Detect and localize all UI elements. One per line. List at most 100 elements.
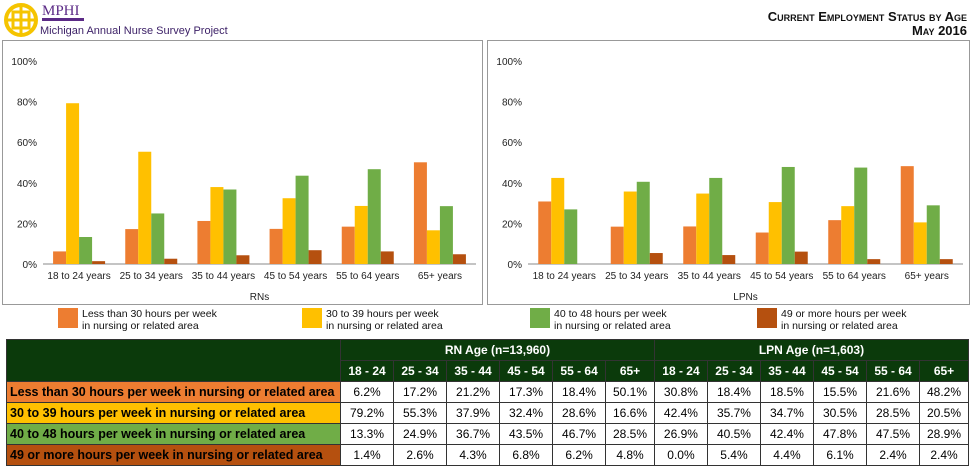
bar xyxy=(151,213,165,264)
table-row: 49 or more hours per week in nursing or … xyxy=(6,444,969,466)
table-cell: 6.2% xyxy=(552,444,607,466)
rn-group-header: RN Age (n=13,960) xyxy=(340,339,655,361)
legend-label: 49 or more hours per week xyxy=(781,308,907,320)
age-header: 25 - 34 xyxy=(393,360,448,382)
table-cell: 5.4% xyxy=(706,444,761,466)
age-header: 55 - 64 xyxy=(552,360,607,382)
table-cell: 36.7% xyxy=(446,423,501,445)
age-header: 65+ xyxy=(919,360,969,382)
page-title: Current Employment Status by Age May 201… xyxy=(768,10,967,38)
rn-chart: 0% 20% 40% 60% 80% 100% 18 to 24 years 25 to 34… xyxy=(11,57,476,303)
table-cell: 2.4% xyxy=(865,444,921,466)
legend-label: 40 to 48 hours per week xyxy=(554,308,667,320)
legend-label: 30 to 39 hours per week xyxy=(326,308,439,320)
legend-item-30-to-39: 30 to 39 hours per week in nursing or rel… xyxy=(302,308,443,332)
age-header: 45 - 54 xyxy=(812,360,868,382)
bar xyxy=(223,189,237,264)
rn-chart-panel: 0% 20% 40% 60% 80% 100% 18 to 24 years 25 to 34… xyxy=(2,40,483,305)
table-cell: 17.3% xyxy=(499,381,554,403)
bar xyxy=(341,226,355,264)
legend-label: in nursing or related area xyxy=(82,320,199,332)
table-cell: 6.1% xyxy=(812,444,868,466)
title-line-1: Current Employment Status by Age xyxy=(767,9,967,24)
bar xyxy=(138,151,152,264)
y-tick-label: 80% xyxy=(17,98,37,109)
table-cell: 17.2% xyxy=(393,381,448,403)
bar xyxy=(755,232,769,264)
y-tick-label: 20% xyxy=(502,219,522,230)
age-header: 18 - 24 xyxy=(653,360,708,382)
table-cell: 32.4% xyxy=(499,402,554,424)
legend-swatch xyxy=(58,308,78,328)
table-cell: 18.4% xyxy=(706,381,761,403)
table-cell: 43.5% xyxy=(499,423,554,445)
legend-label: in nursing or related area xyxy=(326,320,443,332)
table-row: Less than 30 hours per week in nursing o… xyxy=(6,381,969,403)
y-tick-label: 40% xyxy=(502,179,522,190)
table-cell: 28.5% xyxy=(865,402,921,424)
table-cell: 4.3% xyxy=(446,444,501,466)
table-cell: 37.9% xyxy=(446,402,501,424)
table-cell: 2.6% xyxy=(393,444,448,466)
bar xyxy=(308,250,322,264)
bar xyxy=(380,251,394,264)
table-cell: 42.4% xyxy=(759,423,814,445)
row-label: 30 to 39 hours per week in nursing or re… xyxy=(6,402,341,424)
bar xyxy=(79,237,93,264)
bar xyxy=(696,193,710,264)
bar xyxy=(269,228,283,264)
bar xyxy=(913,222,927,264)
table-cell: 35.7% xyxy=(706,402,761,424)
table-cell: 40.5% xyxy=(706,423,761,445)
table-cell: 13.3% xyxy=(339,423,395,445)
bar xyxy=(439,206,453,264)
bar xyxy=(722,255,736,264)
x-tick-label: 55 to 64 years xyxy=(336,271,399,282)
age-header: 18 - 24 xyxy=(339,360,395,382)
table-cell: 6.8% xyxy=(499,444,554,466)
bar xyxy=(210,187,224,264)
bar xyxy=(794,251,808,264)
legend-label: in nursing or related area xyxy=(781,320,898,332)
x-tick-label: 45 to 54 years xyxy=(264,271,327,282)
table-cell: 16.6% xyxy=(605,402,655,424)
row-label: 49 or more hours per week in nursing or … xyxy=(6,444,341,466)
legend-item-40-to-48: 40 to 48 hours per week in nursing or rel… xyxy=(530,308,671,332)
x-axis-label: RNs xyxy=(250,292,269,303)
x-tick-label: 18 to 24 years xyxy=(533,271,596,282)
table-cell: 4.8% xyxy=(605,444,655,466)
x-tick-label: 65+ years xyxy=(905,271,949,282)
y-tick-label: 100% xyxy=(496,57,522,68)
table-cell: 28.9% xyxy=(919,423,969,445)
table-cell: 2.4% xyxy=(919,444,969,466)
table-cell: 42.4% xyxy=(653,402,708,424)
bar xyxy=(295,175,309,264)
bar xyxy=(164,258,178,264)
bar xyxy=(854,167,868,264)
x-tick-label: 65+ years xyxy=(418,271,462,282)
legend-label: in nursing or related area xyxy=(554,320,671,332)
table-cell: 28.5% xyxy=(605,423,655,445)
table-cell: 1.4% xyxy=(339,444,395,466)
table-cell: 30.5% xyxy=(812,402,868,424)
bar xyxy=(551,177,565,264)
table-corner xyxy=(6,339,341,382)
mphi-logo xyxy=(4,3,38,37)
table-cell: 20.5% xyxy=(919,402,969,424)
lpn-chart-panel: 0% 20% 40% 60% 80% 100% 18 to 24 years 25 to 34… xyxy=(487,40,970,305)
bar xyxy=(413,162,427,264)
table-cell: 34.7% xyxy=(759,402,814,424)
bar xyxy=(841,206,855,264)
bar xyxy=(939,259,953,264)
age-header: 35 - 44 xyxy=(446,360,501,382)
bar xyxy=(781,166,795,264)
bar xyxy=(683,226,697,264)
table-cell: 21.2% xyxy=(446,381,501,403)
bar xyxy=(452,254,466,264)
table-cell: 55.3% xyxy=(393,402,448,424)
bar xyxy=(125,229,139,264)
table-row: 30 to 39 hours per week in nursing or re… xyxy=(6,402,969,424)
age-header: 25 - 34 xyxy=(706,360,761,382)
age-header: 45 - 54 xyxy=(499,360,554,382)
x-tick-label: 35 to 44 years xyxy=(678,271,741,282)
